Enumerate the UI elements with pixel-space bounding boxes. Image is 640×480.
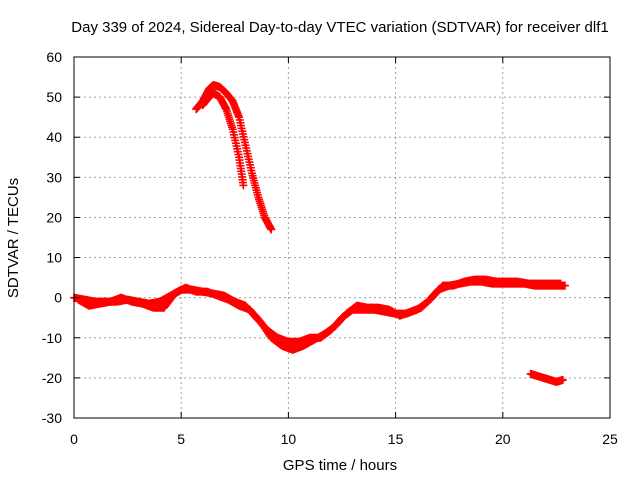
data-point	[267, 225, 276, 234]
y-tick-label: 20	[46, 209, 62, 225]
data-point	[239, 181, 248, 190]
series-track-low-tail	[526, 369, 567, 386]
series-track-secondary-near-zero	[74, 275, 565, 354]
y-tick-label: 50	[46, 89, 62, 105]
y-axis-ticks: -30 -20 -10 0 10 20 30 40 50 60	[42, 49, 610, 426]
y-tick-label: 0	[54, 290, 62, 306]
data-point	[556, 279, 565, 288]
data-point	[560, 281, 569, 290]
x-axis-label: GPS time / hours	[283, 457, 397, 474]
x-tick-label: 0	[70, 431, 78, 447]
x-tick-label: 5	[177, 431, 185, 447]
x-tick-label: 25	[602, 431, 618, 447]
y-tick-label: 40	[46, 129, 62, 145]
y-tick-label: -30	[42, 410, 62, 426]
data-points	[70, 81, 569, 386]
series-track-high-arc-inner	[198, 89, 248, 190]
x-tick-label: 20	[495, 431, 511, 447]
x-tick-label: 15	[388, 431, 404, 447]
y-tick-label: 60	[46, 49, 62, 65]
chart-title: Day 339 of 2024, Sidereal Day-to-day VTE…	[71, 19, 608, 36]
series-track-high-arc-outer	[192, 81, 276, 234]
y-tick-label: 30	[46, 169, 62, 185]
grid-lines	[74, 57, 610, 418]
data-point	[558, 375, 567, 384]
y-tick-label: -10	[42, 330, 62, 346]
y-tick-label: -20	[42, 370, 62, 386]
y-axis-label: SDTVAR / TECUs	[5, 178, 22, 298]
x-tick-label: 10	[281, 431, 297, 447]
plot-frame	[73, 56, 611, 419]
x-axis-ticks: 0 5 10 15 20 25	[70, 57, 618, 447]
y-tick-label: 10	[46, 250, 62, 266]
